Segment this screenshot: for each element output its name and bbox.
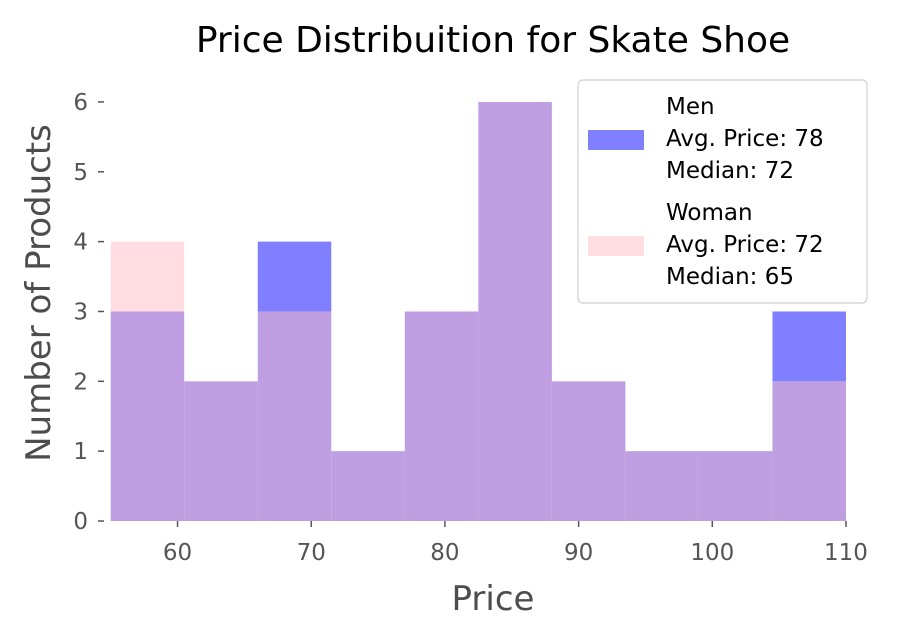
bar-overlap-bin-5: [478, 101, 552, 521]
legend-label-line: Avg. Price: 78: [666, 126, 824, 152]
bar-overlap-bin-0: [110, 311, 185, 521]
x-tick-label: 70: [297, 540, 326, 566]
x-tick-label: 60: [163, 540, 192, 566]
y-tick-label: 2: [73, 369, 88, 395]
y-tick-label: 5: [73, 160, 88, 186]
legend: Men Avg. Price: 78 Median: 72 Woman Avg. Pri…: [577, 79, 868, 304]
legend-frame: [577, 79, 868, 304]
legend-label-line: Median: 72: [666, 158, 794, 184]
y-axis-label: Number of Products: [19, 124, 59, 462]
y-tick-label: 4: [73, 230, 88, 256]
legend-label-line: Median: 65: [666, 264, 794, 290]
bar-overlap-bin-6: [551, 381, 626, 521]
bars-group: [110, 101, 846, 521]
bar-men-excess-bin-9: [772, 311, 846, 382]
bar-overlap-bin-2: [257, 311, 332, 521]
y-axis: 0 1 2 3 4 5 6: [73, 90, 104, 535]
legend-entry-men: Men Avg. Price: 78 Median: 72: [588, 94, 824, 184]
y-tick-label: 3: [73, 299, 88, 325]
y-tick-label: 6: [73, 90, 88, 116]
legend-swatch-woman: [588, 236, 644, 256]
x-tick-label: 110: [824, 540, 868, 566]
chart-title: Price Distribuition for Skate Shoe: [196, 20, 790, 61]
legend-label-line: Avg. Price: 72: [666, 232, 824, 258]
legend-entry-woman: Woman Avg. Price: 72 Median: 65: [588, 200, 824, 290]
bar-overlap-bin-8: [698, 451, 773, 521]
bar-overlap-bin-7: [625, 451, 699, 521]
bar-men-excess-bin-2: [257, 241, 332, 312]
x-tick-label: 80: [430, 540, 459, 566]
legend-swatch-men: [588, 130, 644, 150]
bar-overlap-bin-9: [772, 381, 846, 521]
x-axis: 60 70 80 90 100 110: [163, 521, 868, 566]
x-tick-label: 90: [564, 540, 593, 566]
legend-label-line: Woman: [666, 200, 753, 226]
legend-label-line: Men: [666, 94, 715, 120]
bar-overlap-bin-4: [404, 311, 479, 521]
bar-woman-excess-bin-0: [110, 241, 185, 312]
bar-overlap-bin-1: [184, 381, 258, 521]
y-tick-label: 0: [73, 509, 88, 535]
x-axis-label: Price: [452, 579, 535, 619]
y-tick-label: 1: [73, 439, 88, 465]
x-tick-label: 100: [690, 540, 734, 566]
bar-overlap-bin-3: [331, 451, 405, 521]
